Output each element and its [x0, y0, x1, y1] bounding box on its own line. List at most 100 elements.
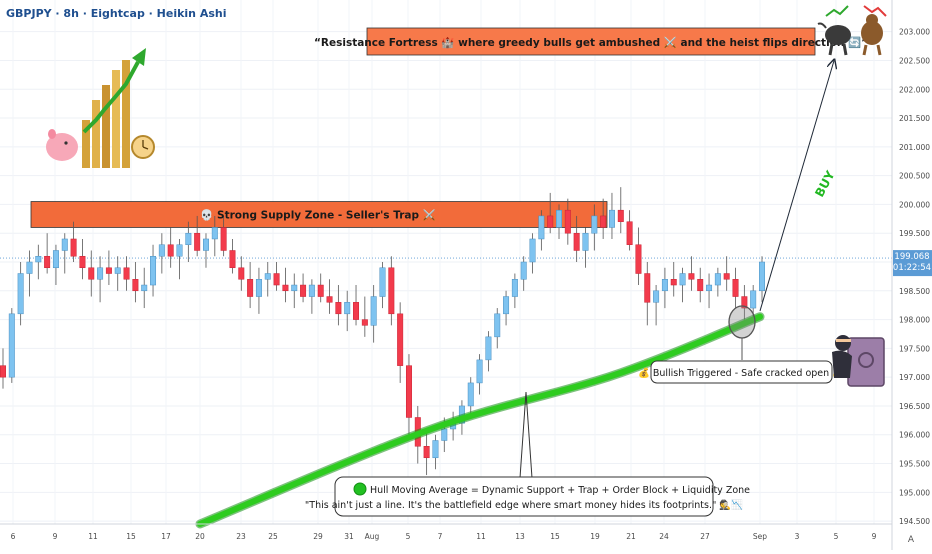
candle-body-up [61, 238, 68, 251]
candle [661, 267, 668, 309]
candle [247, 262, 254, 309]
candle-body-down [697, 279, 704, 292]
candle [653, 285, 660, 326]
candle-body-up [8, 313, 15, 378]
candle-body-up [185, 232, 192, 245]
candle [679, 267, 686, 303]
candle-body-down [44, 255, 51, 269]
candle [220, 215, 227, 257]
candle-body-up [114, 267, 121, 274]
x-tick-label: 31 [344, 532, 354, 541]
candle [520, 256, 527, 291]
candle [608, 192, 615, 239]
candle [61, 233, 68, 274]
candle-body-up [706, 284, 713, 292]
thief-safe-icon [832, 335, 885, 387]
candle-body-down [361, 319, 368, 326]
candle-series [0, 187, 765, 476]
candle [326, 279, 333, 314]
candle [158, 233, 165, 274]
candle-body-up [529, 238, 536, 263]
candle [211, 215, 218, 257]
candle [714, 267, 721, 297]
candle-body-up [17, 273, 24, 315]
x-tick-label: 27 [700, 532, 710, 541]
y-tick-label: 196.000 [899, 431, 930, 440]
candle-body-down [644, 273, 651, 303]
candle [52, 244, 59, 286]
candle [547, 192, 554, 234]
trigger-circle [728, 305, 756, 339]
candle-body-down [617, 209, 624, 222]
candle [529, 233, 536, 274]
current-price-text: 199.068 [894, 252, 929, 262]
candle [203, 233, 209, 268]
axis-corner-label[interactable]: A [908, 535, 915, 545]
candle [344, 290, 351, 332]
x-tick-label: 11 [476, 532, 486, 541]
candle [114, 256, 121, 291]
candle [300, 273, 307, 303]
candle-body-up [52, 250, 59, 269]
candle [44, 233, 51, 274]
money-growth-icon [46, 48, 155, 168]
candle-body-up [150, 255, 157, 286]
candle-body-down [300, 284, 307, 297]
candle [626, 210, 633, 251]
y-tick-label: 195.500 [899, 460, 930, 469]
candle-body-down [732, 279, 739, 297]
candle-body-down [600, 215, 607, 228]
y-tick-label: 200.500 [899, 172, 930, 181]
candle-body-up [661, 279, 668, 292]
candle-body-down [123, 267, 130, 280]
candle-body-up [141, 284, 148, 292]
candle [167, 227, 174, 268]
candle-body-up [759, 261, 765, 292]
x-tick-label: 9 [53, 532, 58, 541]
candle [697, 267, 704, 303]
candle [582, 227, 589, 268]
candle-body-up [176, 244, 183, 257]
y-tick-label: 198.500 [899, 287, 930, 296]
y-tick-label: 195.000 [899, 488, 930, 497]
x-tick-label: 13 [515, 532, 525, 541]
chart-title: GBPJPY · 8h · Eightcap · Heikin Ashi [6, 7, 227, 20]
candle-body-up [538, 215, 545, 240]
candle [238, 256, 245, 291]
candle [538, 210, 545, 251]
candle [723, 256, 730, 291]
candle-body-up [467, 382, 474, 407]
candle [432, 434, 439, 470]
x-tick-label: 7 [438, 532, 443, 541]
candle [79, 238, 86, 280]
candle-body-down [741, 296, 748, 309]
candle [476, 354, 483, 395]
candle [670, 262, 677, 297]
y-tick-label: 199.500 [899, 229, 930, 238]
x-tick-label: 29 [313, 532, 323, 541]
x-tick-label: 11 [88, 532, 98, 541]
candle-body-up [582, 232, 589, 251]
bullish-triggered-callout: 💰 Bullish Triggered - Safe cracked open … [638, 360, 844, 384]
candle [229, 238, 236, 274]
candle [308, 279, 315, 314]
candle [353, 285, 360, 326]
x-tick-label: 6 [11, 532, 16, 541]
candle-body-down [723, 273, 730, 280]
candle [591, 204, 598, 251]
candle [467, 377, 474, 418]
x-tick-label: Aug [365, 532, 380, 541]
candle-body-up [255, 279, 262, 297]
candle [556, 204, 562, 239]
resistance-banner: “Resistance Fortress 🏰 where greedy bull… [314, 27, 868, 56]
candle-body-down [273, 273, 280, 286]
candle-body-down [229, 250, 236, 269]
candle-body-down [423, 446, 430, 459]
candle-body-up [370, 296, 377, 326]
candle [741, 285, 748, 320]
hma-callout-line2: "This ain't just a line. It's the battle… [305, 499, 743, 511]
candle-body-down [79, 255, 86, 269]
